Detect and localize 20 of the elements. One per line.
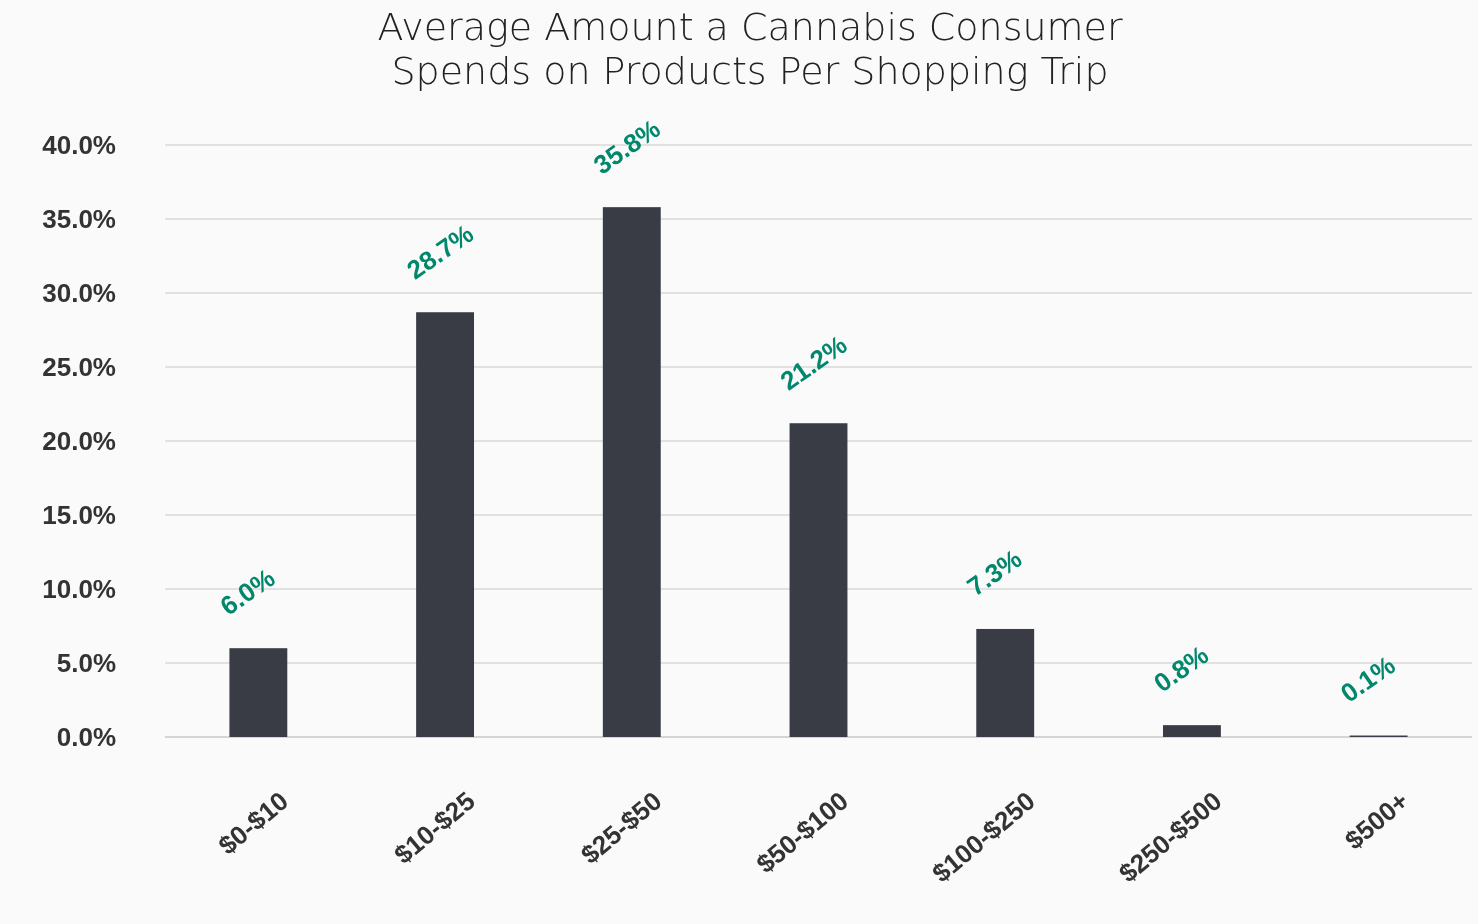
data-label: 7.3% xyxy=(961,543,1028,602)
y-tick-label: 10.0% xyxy=(42,574,116,605)
bar xyxy=(976,628,1035,737)
chart-title: Average Amount a Cannabis Consumer Spends on Products Per Shopping Trip xyxy=(377,5,1123,93)
y-tick-label: 25.0% xyxy=(42,352,116,383)
data-label: 0.8% xyxy=(1148,639,1214,699)
y-tick-label: 0.0% xyxy=(56,722,116,753)
y-tick-label: 40.0% xyxy=(42,130,116,161)
y-tick-label: 35.0% xyxy=(42,204,116,235)
bar xyxy=(789,423,848,737)
y-tick-label: 15.0% xyxy=(42,500,116,531)
y-tick-label: 30.0% xyxy=(42,278,116,309)
bar xyxy=(1162,725,1221,737)
data-label: 6.0% xyxy=(214,562,281,622)
bar xyxy=(229,648,288,737)
y-tick-label: 5.0% xyxy=(56,648,116,679)
y-tick-label: 20.0% xyxy=(42,426,116,457)
bar xyxy=(602,207,661,737)
bar xyxy=(416,312,475,737)
data-label: 0.1% xyxy=(1334,649,1401,709)
